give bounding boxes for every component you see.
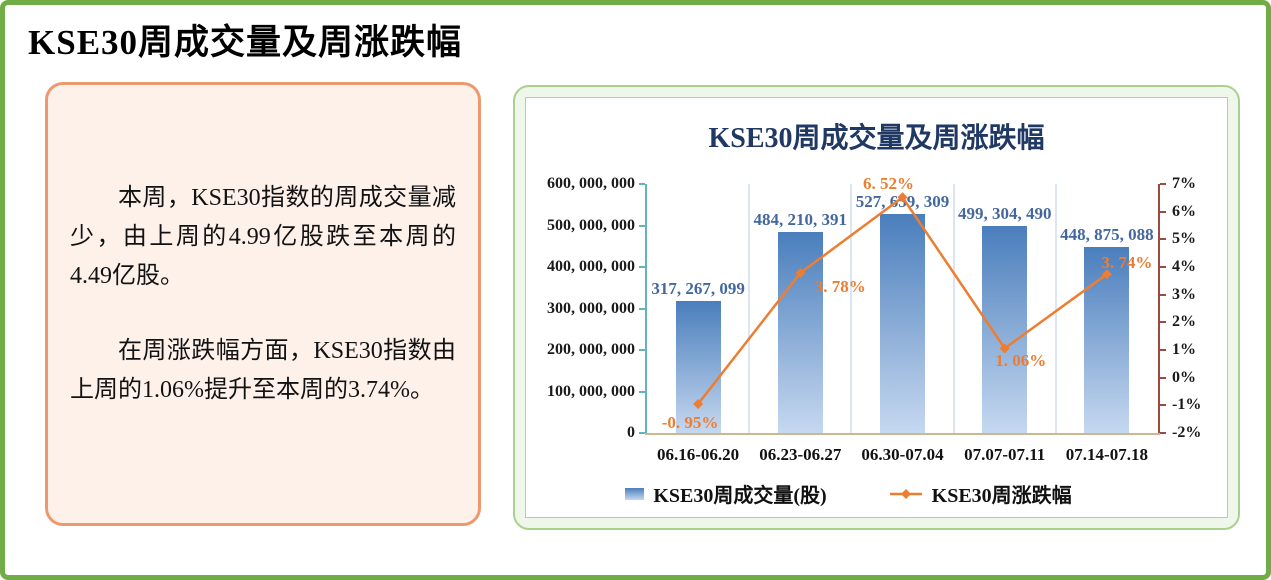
volume-bar	[1084, 246, 1130, 433]
line-value-label: 1. 06%	[995, 351, 1047, 371]
left-axis-label: 200, 000, 000	[547, 341, 635, 358]
bar-value-label: 499, 304, 490	[957, 203, 1052, 223]
right-axis-tick	[1160, 376, 1166, 379]
summary-paragraph-2: 在周涨跌幅方面，KSE30指数由上周的1.06%提升至本周的3.74%。	[70, 338, 456, 403]
plot-gridline	[850, 184, 853, 433]
bar-series-swatch-icon	[625, 487, 645, 500]
bar-value-label: 317, 267, 099	[651, 279, 745, 299]
plot-gridline	[1054, 184, 1057, 433]
right-axis-label: -1%	[1172, 396, 1202, 414]
line-value-label: 3. 74%	[1101, 253, 1153, 273]
right-axis-tick	[1160, 210, 1166, 213]
line-series-swatch-icon	[889, 488, 923, 500]
right-axis-label: 5%	[1172, 230, 1196, 248]
right-axis-line	[1158, 184, 1160, 435]
legend-label-change: KSE30周涨跌幅	[931, 485, 1072, 507]
right-axis-label: 4%	[1172, 258, 1196, 275]
right-axis-label: 6%	[1172, 202, 1196, 220]
volume-bar	[777, 232, 823, 433]
right-axis-label: 7%	[1172, 175, 1196, 192]
x-axis-label: 06.16-06.20	[657, 445, 740, 464]
volume-bar	[982, 225, 1028, 433]
legend-item-change: KSE30周涨跌幅	[889, 479, 1072, 508]
line-value-label: 6. 52%	[863, 174, 914, 194]
plot-gridline	[952, 184, 955, 433]
left-axis-tick	[639, 224, 645, 227]
right-axis-tick	[1160, 183, 1166, 185]
x-axis-label: 06.30-07.04	[861, 445, 944, 464]
x-axis-label: 06.23-06.27	[759, 445, 842, 464]
legend-item-volume: KSE30周成交量(股)	[625, 479, 827, 508]
left-axis-label: 100, 000, 000	[547, 382, 635, 400]
left-axis-label: 300, 000, 000	[547, 299, 635, 317]
left-axis-tick	[639, 390, 645, 393]
chart-frame: KSE30周成交量及周涨跌幅 KSE30周成交量(股) KSE30周涨跌幅 31…	[525, 97, 1228, 518]
left-axis-label: 600, 000, 000	[547, 175, 635, 192]
right-axis-label: -2%	[1172, 424, 1202, 441]
x-axis-line	[645, 433, 1160, 435]
left-axis-tick	[639, 349, 645, 351]
left-axis-tick	[639, 266, 645, 268]
right-axis-tick	[1160, 349, 1166, 351]
right-axis-tick	[1160, 293, 1166, 296]
bar-value-label: 484, 210, 391	[753, 210, 848, 230]
chart-legend: KSE30周成交量(股) KSE30周涨跌幅	[498, 479, 1199, 508]
right-axis-label: 1%	[1172, 341, 1196, 358]
left-axis-label: 500, 000, 000	[547, 216, 635, 234]
summary-paragraph-1: 本周，KSE30指数的周成交量减少，由上周的4.99亿股跌至本周的4.49亿股。	[70, 185, 456, 289]
right-axis-tick	[1160, 321, 1166, 324]
x-axis-label: 07.07-07.11	[964, 445, 1046, 464]
right-axis-tick	[1160, 238, 1166, 241]
volume-bar	[880, 214, 925, 433]
page-title: KSE30周成交量及周涨跌幅	[28, 23, 463, 62]
left-axis-tick	[639, 183, 645, 185]
line-value-label: 3. 78%	[814, 277, 866, 297]
left-axis-tick	[639, 307, 645, 310]
right-axis-tick	[1160, 432, 1166, 434]
right-axis-tick	[1160, 404, 1166, 407]
chart-title: KSE30周成交量及周涨跌幅	[708, 123, 1045, 154]
bar-value-label: 527, 659, 309	[855, 192, 950, 212]
left-axis-label: 400, 000, 000	[547, 258, 635, 275]
chart-card: KSE30周成交量及周涨跌幅 KSE30周成交量(股) KSE30周涨跌幅 31…	[513, 85, 1240, 530]
right-axis-label: 3%	[1172, 285, 1196, 303]
left-axis-label: 0	[627, 424, 635, 441]
x-axis-label: 07.14-07.18	[1065, 445, 1148, 464]
plot-gridline	[748, 184, 751, 433]
bar-value-label: 448, 875, 088	[1060, 224, 1154, 244]
line-value-label: -0. 95%	[661, 412, 719, 432]
legend-label-volume: KSE30周成交量(股)	[653, 485, 827, 507]
right-axis-tick	[1160, 266, 1166, 268]
left-axis-tick	[639, 432, 645, 434]
summary-box: 本周，KSE30指数的周成交量减少，由上周的4.99亿股跌至本周的4.49亿股。…	[45, 82, 481, 526]
left-axis-line	[645, 184, 647, 435]
right-axis-label: 0%	[1172, 368, 1196, 386]
right-axis-label: 2%	[1172, 313, 1196, 331]
